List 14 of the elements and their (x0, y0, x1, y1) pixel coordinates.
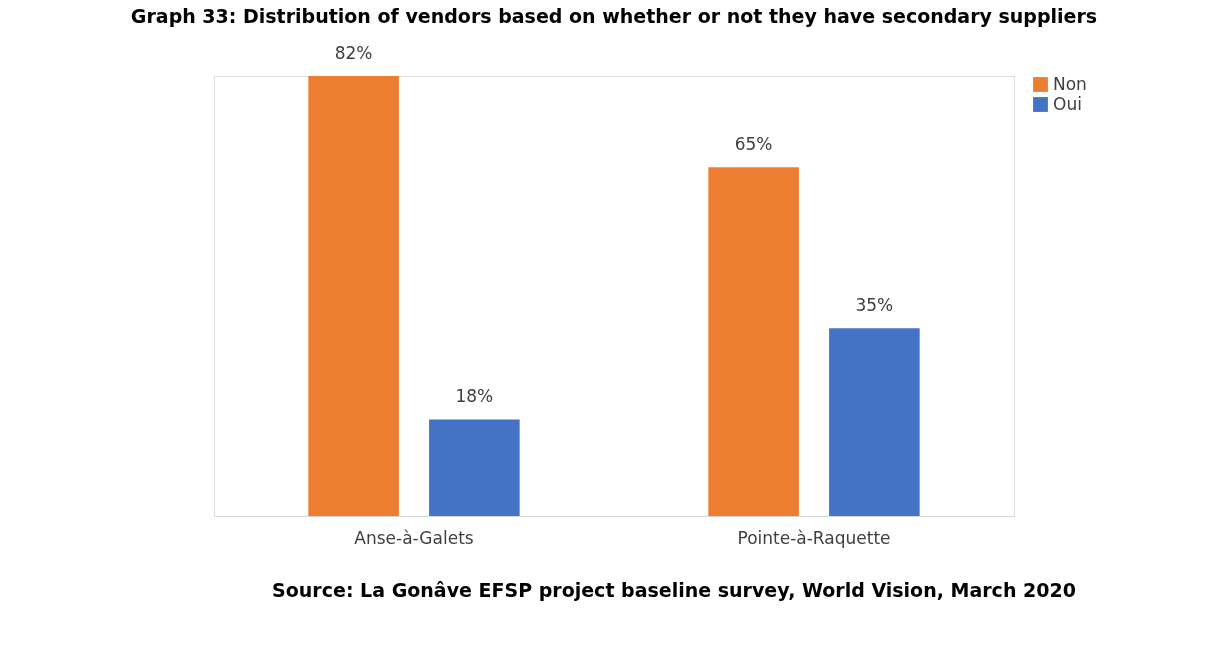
bar (708, 167, 799, 516)
data-label: 82% (334, 43, 373, 63)
data-label: 18% (455, 386, 494, 407)
bar (829, 328, 920, 516)
chart-title: Graph 33: Distribution of vendors based on whether or not they have secondary suppliers (130, 5, 1098, 27)
legend-label: Non (1053, 73, 1087, 94)
data-label: 65% (734, 134, 773, 155)
bar (308, 76, 399, 516)
x-tick-label: Pointe-à-Raquette (737, 527, 891, 548)
bar (429, 419, 520, 516)
legend-label: Oui (1053, 93, 1082, 114)
x-tick-label: Anse-à-Galets (354, 527, 474, 548)
source-note: Source: La Gonâve EFSP project baseline survey, World Vision, March 2020 (272, 579, 1076, 601)
data-label: 35% (855, 295, 894, 316)
